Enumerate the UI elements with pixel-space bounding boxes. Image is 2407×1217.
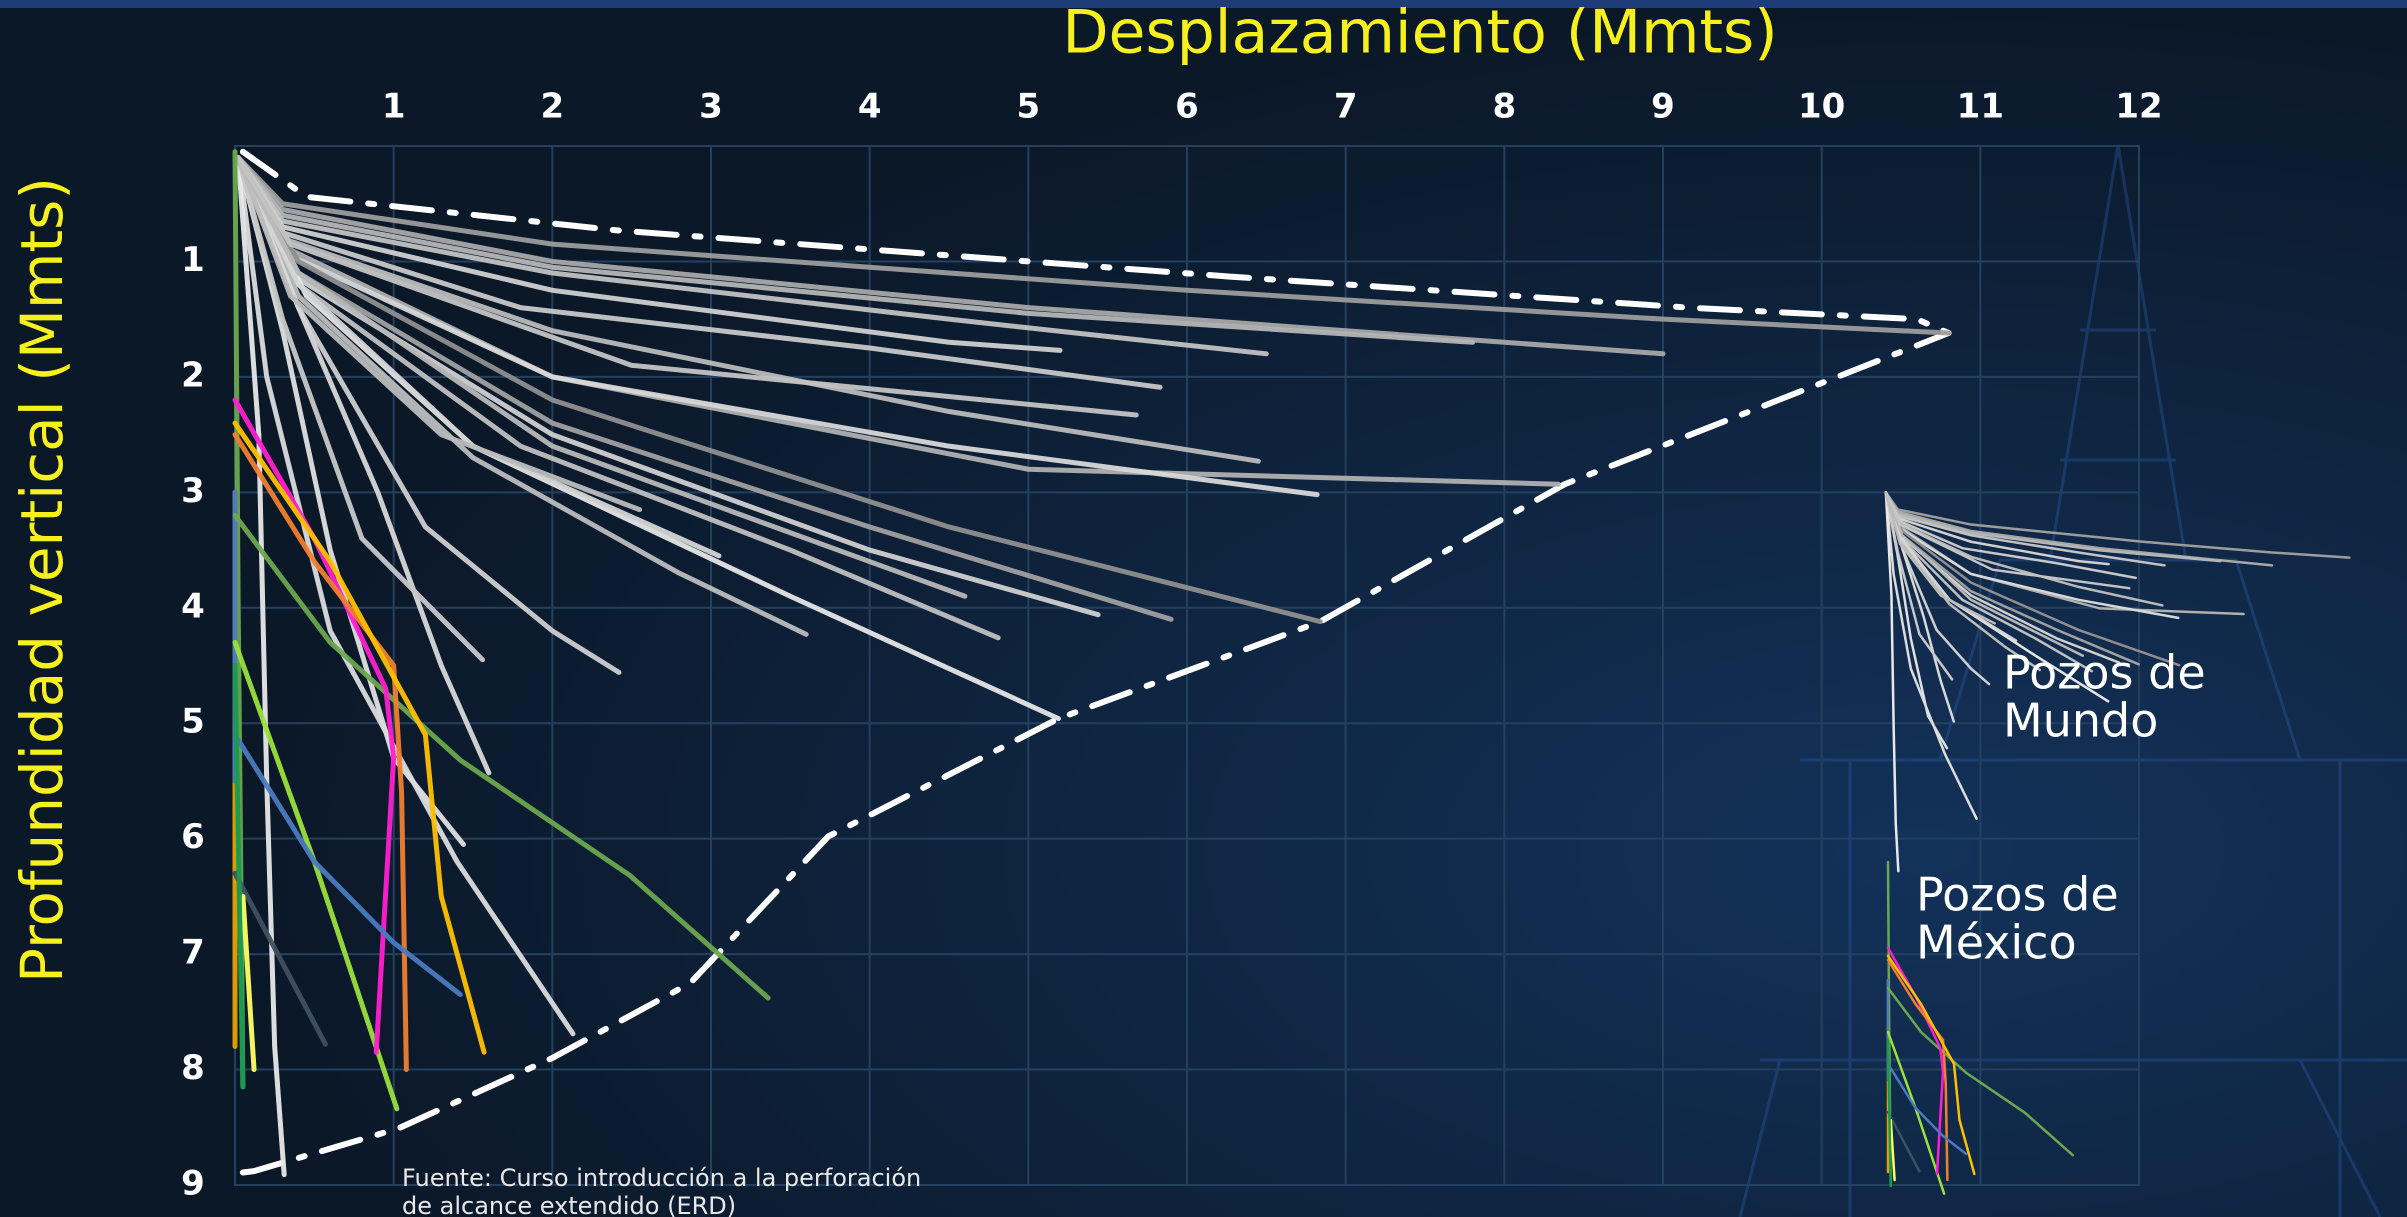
well-trajectory: [232, 732, 463, 998]
annotation: Mundo: [2003, 694, 2158, 748]
mexico-inset-trajectory: [1886, 954, 1976, 1176]
y-tick-label: 1: [181, 240, 205, 280]
x-tick-label: 5: [1016, 87, 1040, 127]
well-trajectory: [235, 155, 809, 637]
well-trajectory: [235, 155, 1139, 418]
x-tick-label: 4: [858, 87, 882, 127]
x-tick-label: 3: [699, 87, 723, 127]
well-trajectory: [235, 155, 486, 663]
y-tick-label: 5: [181, 702, 205, 742]
world-inset-trajectory: [1884, 491, 1954, 681]
x-tick-label: 6: [1175, 87, 1199, 127]
well-trajectory: [235, 155, 968, 599]
x-tick-label: 10: [1798, 87, 1845, 127]
y-axis-label: Profundidad vertical (Mmts): [8, 177, 76, 983]
mexico-inset-trajectory: [1886, 958, 1949, 1182]
envelope-line: [232, 148, 1952, 1177]
source-note: Fuente: Curso introducción a la perforac…: [402, 1164, 921, 1192]
well-trajectory: [232, 397, 397, 1055]
y-tick-label: 4: [181, 586, 205, 626]
mexico-inset-trajectory: [1886, 1062, 1968, 1156]
world-inset-trajectory: [1884, 491, 2131, 590]
mexico-inset-trajectory: [1886, 1038, 1892, 1188]
well-trajectory: [232, 420, 487, 1055]
y-tick-label: 6: [181, 817, 205, 857]
source-note: de alcance extendido (ERD): [402, 1192, 736, 1217]
y-tick-label: 7: [181, 933, 205, 973]
y-tick-label: 8: [181, 1048, 205, 1088]
y-tick-label: 3: [181, 471, 205, 511]
x-tick-label: 7: [1334, 87, 1358, 127]
well-trajectory: [235, 155, 1952, 336]
well-trajectory: [232, 512, 771, 1001]
annotation: Pozos de: [2003, 646, 2206, 700]
y-tick-label: 9: [181, 1164, 205, 1204]
x-tick-label: 11: [1957, 87, 2004, 127]
world-inset-trajectory: [1884, 491, 1978, 820]
well-trajectory: [232, 432, 409, 1073]
world-inset-trajectory: [1884, 491, 1900, 873]
mexico-inset-trajectory: [1889, 1118, 1896, 1182]
well-trajectory: [235, 155, 643, 513]
well-trajectory: [232, 663, 246, 1090]
chart-title: Desplazamiento (Mmts): [1062, 0, 1777, 68]
well-trajectory: [232, 870, 328, 1047]
top-strip: [0, 0, 2407, 8]
well-trajectory: [240, 893, 257, 1073]
annotation: Pozos de: [1916, 868, 2119, 922]
mexico-inset-trajectory: [1886, 946, 1945, 1176]
y-tick-label: 2: [181, 355, 205, 395]
mexico-inset-trajectory: [1886, 1110, 1921, 1173]
x-tick-label: 9: [1651, 87, 1675, 127]
x-tick-label: 8: [1492, 87, 1516, 127]
annotation: México: [1916, 916, 2077, 970]
x-tick-label: 1: [382, 87, 406, 127]
well-trajectory: [235, 155, 722, 559]
x-tick-label: 12: [2115, 87, 2162, 127]
tower-decoration: [1738, 144, 2407, 1217]
mexico-inset-trajectory: [1886, 986, 2075, 1157]
well-trajectory: [235, 155, 576, 1037]
world-inset-trajectory: [1884, 491, 1996, 625]
x-tick-label: 2: [540, 87, 564, 127]
